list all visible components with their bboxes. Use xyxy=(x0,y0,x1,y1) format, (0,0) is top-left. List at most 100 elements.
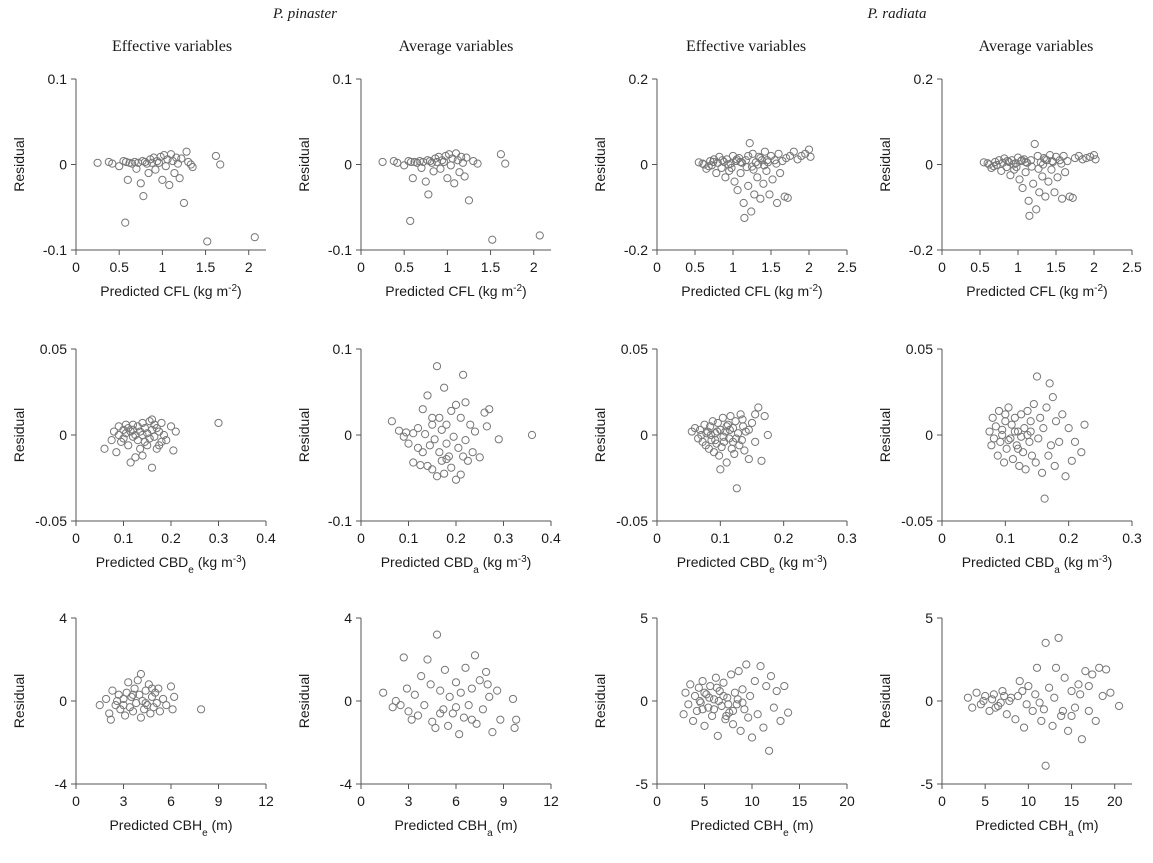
panel-1-1: 0.1 0 -0.1 0 0.5 1 1.5 2 Residual Predicted CFL (… xyxy=(11,71,266,299)
data-point xyxy=(712,683,721,692)
data-point xyxy=(123,175,132,184)
data-point xyxy=(757,456,766,465)
data-point xyxy=(443,721,453,731)
data-point xyxy=(136,669,146,679)
y-tick-label: 0 xyxy=(925,157,933,173)
data-point xyxy=(999,458,1009,467)
data-point xyxy=(451,400,461,409)
data-point xyxy=(1018,183,1027,193)
data-point xyxy=(437,456,446,465)
data-point xyxy=(406,216,415,226)
data-point xyxy=(406,157,416,167)
data-point xyxy=(988,413,997,422)
data-point xyxy=(1081,667,1090,676)
data-point xyxy=(426,680,435,689)
data-point xyxy=(1101,665,1111,674)
data-point xyxy=(772,159,781,168)
y-axis-label: Residual xyxy=(11,408,27,462)
data-point xyxy=(1077,735,1087,744)
x-tick-label: 20 xyxy=(1107,793,1123,809)
data-point xyxy=(713,418,722,428)
y-tick-label: 0 xyxy=(640,157,648,173)
data-point xyxy=(145,434,154,443)
data-point xyxy=(165,180,174,190)
data-point xyxy=(1015,461,1024,471)
data-point xyxy=(690,691,700,701)
data-point xyxy=(730,449,739,459)
data-point xyxy=(450,179,459,188)
x-tick-label: 2 xyxy=(245,259,253,275)
data-point xyxy=(1032,205,1041,214)
data-point xyxy=(692,706,702,716)
data-point xyxy=(421,430,430,439)
data-point xyxy=(1064,424,1073,433)
data-point xyxy=(128,425,138,434)
data-point xyxy=(1018,686,1027,696)
data-point xyxy=(127,692,136,701)
data-point xyxy=(776,716,785,726)
y-tick-label: -0.05 xyxy=(616,513,648,529)
data-point xyxy=(721,427,730,436)
data-point xyxy=(1021,157,1030,167)
data-point xyxy=(467,715,476,724)
data-point xyxy=(442,454,451,464)
data-point xyxy=(435,413,444,422)
data-point xyxy=(1004,436,1013,445)
data-point xyxy=(709,448,719,457)
data-point xyxy=(1041,155,1050,164)
data-point xyxy=(166,682,176,691)
data-point xyxy=(404,707,413,716)
data-point xyxy=(409,458,418,467)
data-point xyxy=(698,705,707,714)
data-point xyxy=(751,410,760,419)
data-point xyxy=(141,698,150,708)
data-point xyxy=(402,684,412,693)
data-point xyxy=(721,715,730,724)
data-point xyxy=(742,162,751,172)
data-point xyxy=(120,711,130,720)
data-point xyxy=(456,413,465,422)
data-point xyxy=(467,684,476,693)
y-tick-label: 0.05 xyxy=(621,341,648,357)
data-point xyxy=(736,410,745,419)
data-point xyxy=(762,166,771,176)
data-point xyxy=(706,681,715,691)
data-point xyxy=(100,444,109,453)
x-tick-label: 12 xyxy=(543,793,559,809)
y-tick-label: 0 xyxy=(344,157,352,173)
data-point xyxy=(124,441,133,450)
data-point xyxy=(718,413,727,422)
data-point xyxy=(1031,690,1040,699)
data-point xyxy=(765,190,774,199)
x-tick-label: 0.3 xyxy=(209,530,229,546)
x-axis-label: Predicted CFL (kg m-2) xyxy=(385,283,526,300)
data-point xyxy=(1031,458,1040,467)
data-point xyxy=(1044,177,1053,186)
data-point xyxy=(1089,150,1099,160)
data-point xyxy=(119,701,128,710)
data-point xyxy=(1004,403,1013,412)
data-point xyxy=(407,715,416,724)
data-point xyxy=(144,168,153,178)
data-point xyxy=(759,179,768,188)
y-tick-label: 0 xyxy=(925,693,933,709)
data-point xyxy=(154,158,164,167)
data-point xyxy=(1086,152,1095,161)
data-point xyxy=(106,715,115,724)
data-point xyxy=(410,690,419,699)
x-tick-label: 3 xyxy=(120,793,128,809)
data-point xyxy=(158,694,168,704)
data-point xyxy=(413,158,422,167)
x-tick-label: 0 xyxy=(653,793,661,809)
data-point xyxy=(1041,638,1050,648)
data-point xyxy=(488,728,497,737)
data-point xyxy=(772,198,782,208)
data-point xyxy=(451,678,461,687)
data-point xyxy=(695,696,704,706)
data-point xyxy=(425,441,434,450)
data-point xyxy=(128,159,137,168)
data-point xyxy=(1084,706,1093,716)
data-point xyxy=(1061,168,1070,177)
data-point xyxy=(485,405,494,414)
data-point xyxy=(1028,706,1037,716)
